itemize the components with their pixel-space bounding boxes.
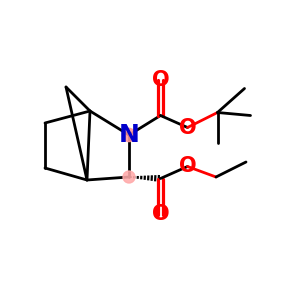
- Circle shape: [122, 128, 136, 142]
- Text: O: O: [179, 157, 196, 176]
- Text: O: O: [179, 118, 196, 137]
- Text: N: N: [118, 123, 140, 147]
- Text: O: O: [152, 70, 169, 89]
- Circle shape: [123, 171, 135, 183]
- Text: O: O: [152, 205, 169, 224]
